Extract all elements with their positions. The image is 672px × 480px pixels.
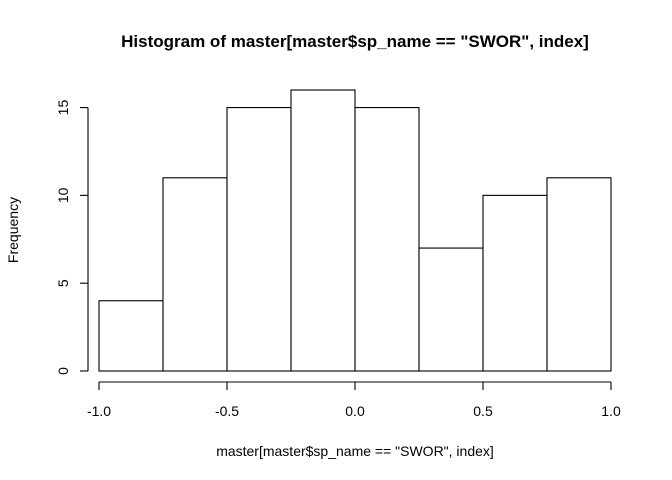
x-tick-label: 0.5 <box>473 403 493 419</box>
y-tick-label: 0 <box>55 367 71 375</box>
y-axis-label: Frequency <box>5 197 21 263</box>
histogram-bar-4 <box>290 89 356 372</box>
histogram-bar-2 <box>162 177 228 372</box>
y-tick-label: 15 <box>55 100 71 116</box>
histogram-bar-8 <box>546 177 612 372</box>
y-tick-label: 10 <box>55 187 71 203</box>
chart-title: Histogram of master[master$sp_name == "S… <box>121 32 589 51</box>
histogram-bar-6 <box>418 247 484 372</box>
x-axis-ticks: -1.0 -0.5 0.0 0.5 1.0 <box>87 382 621 419</box>
x-tick-label: -1.0 <box>87 403 111 419</box>
y-axis: 0 5 10 15 <box>55 100 89 375</box>
x-tick-label: -0.5 <box>215 403 239 419</box>
y-axis-ticks: 0 5 10 15 <box>55 100 88 375</box>
x-tick-label: 0.0 <box>345 403 365 419</box>
x-axis-label: master[master$sp_name == "SWOR", index] <box>216 443 494 459</box>
histogram-bar-3 <box>226 107 292 372</box>
histogram-bar-7 <box>482 194 548 372</box>
x-axis: -1.0 -0.5 0.0 0.5 1.0 <box>87 381 621 419</box>
histogram-bars <box>98 89 612 372</box>
y-tick-label: 5 <box>55 279 71 287</box>
histogram-bar-1 <box>98 300 164 372</box>
x-tick-label: 1.0 <box>601 403 621 419</box>
histogram-bar-5 <box>354 107 420 372</box>
